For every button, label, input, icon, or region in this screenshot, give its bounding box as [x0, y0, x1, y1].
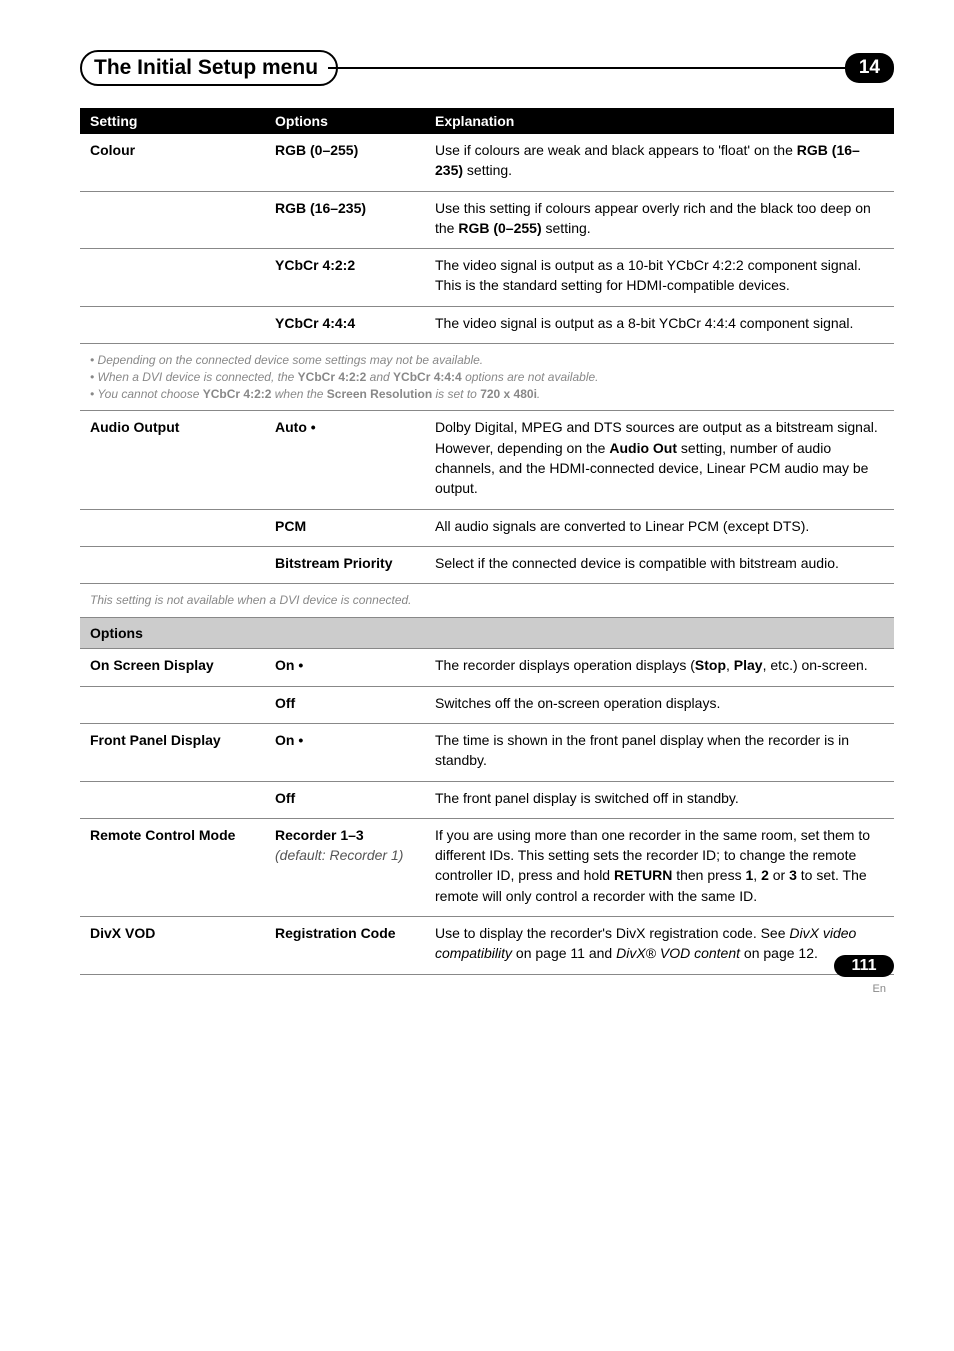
- cell-setting: [80, 249, 265, 307]
- cell-setting: [80, 191, 265, 249]
- cell-explanation: Use if colours are weak and black appear…: [425, 134, 894, 191]
- title-bar: The Initial Setup menu 14: [80, 50, 894, 86]
- col-explanation: Explanation: [425, 108, 894, 134]
- cell-option: Bitstream Priority: [265, 546, 425, 583]
- cell-option: Registration Code: [265, 917, 425, 975]
- col-options: Options: [265, 108, 425, 134]
- cell-option: RGB (0–255): [265, 134, 425, 191]
- page-number: 111: [834, 955, 894, 977]
- table-row: DivX VODRegistration CodeUse to display …: [80, 917, 894, 975]
- table-row: PCMAll audio signals are converted to Li…: [80, 509, 894, 546]
- cell-setting: Colour: [80, 134, 265, 191]
- note-row: This setting is not available when a DVI…: [80, 584, 894, 618]
- cell-setting: [80, 306, 265, 343]
- cell-setting: [80, 781, 265, 818]
- table-row: Audio OutputAuto •Dolby Digital, MPEG an…: [80, 411, 894, 509]
- cell-explanation: The front panel display is switched off …: [425, 781, 894, 818]
- cell-setting: [80, 546, 265, 583]
- cell-explanation: All audio signals are converted to Linea…: [425, 509, 894, 546]
- table-row: YCbCr 4:4:4The video signal is output as…: [80, 306, 894, 343]
- page-number-wrap: 111 En: [814, 955, 894, 995]
- table-row: OffSwitches off the on-screen operation …: [80, 686, 894, 723]
- table-row: ColourRGB (0–255)Use if colours are weak…: [80, 134, 894, 191]
- cell-option: PCM: [265, 509, 425, 546]
- table-row: On Screen DisplayOn •The recorder displa…: [80, 649, 894, 686]
- cell-option: Off: [265, 686, 425, 723]
- note-row: • Depending on the connected device some…: [80, 344, 894, 411]
- section-header: Options: [80, 618, 894, 649]
- table-header: Setting Options Explanation: [80, 108, 894, 134]
- cell-setting: Remote Control Mode: [80, 818, 265, 916]
- cell-setting: [80, 509, 265, 546]
- lang-label: En: [814, 983, 894, 995]
- table-row: Front Panel DisplayOn •The time is shown…: [80, 723, 894, 781]
- cell-option: Off: [265, 781, 425, 818]
- cell-setting: Front Panel Display: [80, 723, 265, 781]
- cell-option: On •: [265, 649, 425, 686]
- cell-option: On •: [265, 723, 425, 781]
- settings-table: Setting Options Explanation ColourRGB (0…: [80, 108, 894, 975]
- table-row: Remote Control ModeRecorder 1–3(default:…: [80, 818, 894, 916]
- table-row: OffThe front panel display is switched o…: [80, 781, 894, 818]
- cell-option: YCbCr 4:2:2: [265, 249, 425, 307]
- cell-explanation: Select if the connected device is compat…: [425, 546, 894, 583]
- cell-option: YCbCr 4:4:4: [265, 306, 425, 343]
- cell-explanation: The recorder displays operation displays…: [425, 649, 894, 686]
- cell-setting: Audio Output: [80, 411, 265, 509]
- cell-explanation: Switches off the on-screen operation dis…: [425, 686, 894, 723]
- cell-explanation: The time is shown in the front panel dis…: [425, 723, 894, 781]
- cell-explanation: Use this setting if colours appear overl…: [425, 191, 894, 249]
- cell-explanation: The video signal is output as a 10-bit Y…: [425, 249, 894, 307]
- cell-explanation: The video signal is output as a 8-bit YC…: [425, 306, 894, 343]
- col-setting: Setting: [80, 108, 265, 134]
- cell-setting: [80, 686, 265, 723]
- title-rule: [328, 67, 851, 69]
- table-row: Bitstream PrioritySelect if the connecte…: [80, 546, 894, 583]
- table-row: RGB (16–235)Use this setting if colours …: [80, 191, 894, 249]
- table-row: YCbCr 4:2:2The video signal is output as…: [80, 249, 894, 307]
- cell-setting: DivX VOD: [80, 917, 265, 975]
- cell-setting: On Screen Display: [80, 649, 265, 686]
- cell-option: RGB (16–235): [265, 191, 425, 249]
- cell-explanation: Dolby Digital, MPEG and DTS sources are …: [425, 411, 894, 509]
- cell-option: Recorder 1–3(default: Recorder 1): [265, 818, 425, 916]
- cell-option: Auto •: [265, 411, 425, 509]
- cell-explanation: If you are using more than one recorder …: [425, 818, 894, 916]
- chapter-badge: 14: [845, 53, 894, 83]
- page-title: The Initial Setup menu: [80, 50, 338, 86]
